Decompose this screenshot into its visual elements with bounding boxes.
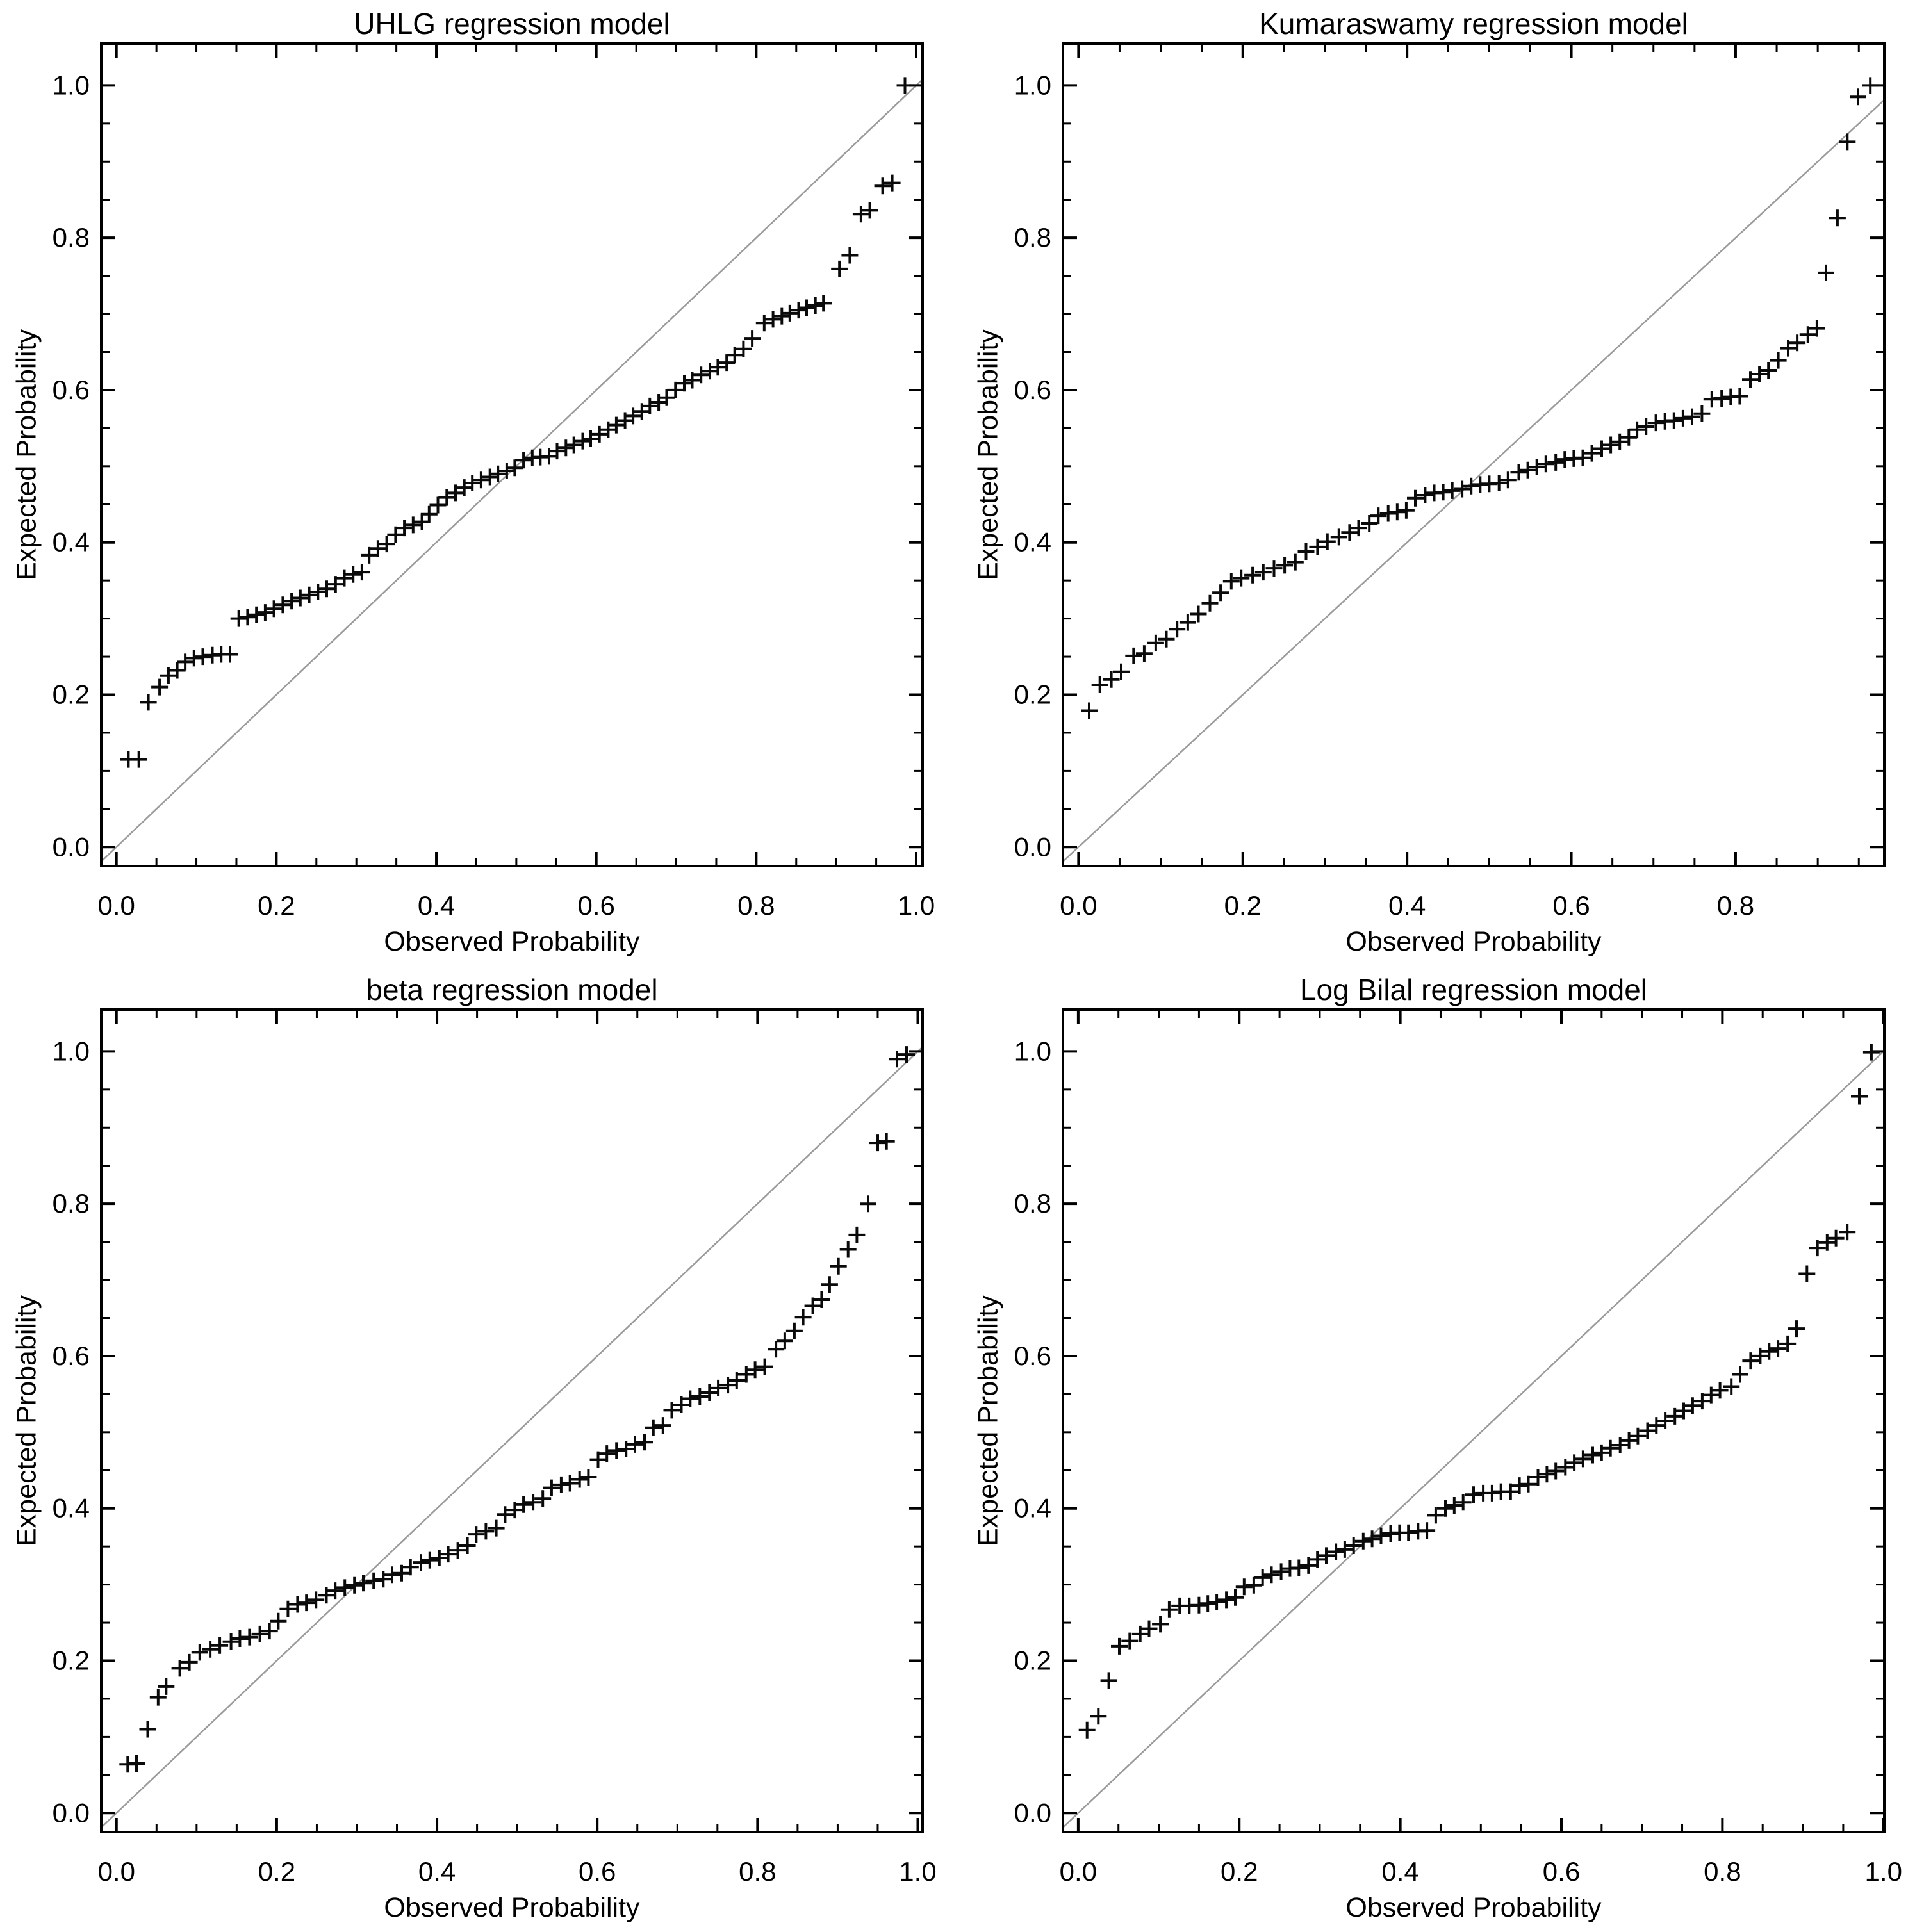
x-tick-label: 0.6 [579,1856,616,1887]
x-tick-label: 0.2 [1221,1856,1258,1887]
x-tick-label: 0.2 [1224,890,1262,921]
y-tick-label: 0.0 [1014,1797,1051,1828]
x-tick-label: 0.0 [98,1856,135,1887]
scatter-plus-markers [120,77,914,768]
plot-kumaraswamy: 0.0 0.2 0.4 0.6 0.8 0.0 0.2 0.4 0.6 0.8 1.0 Kumara… [962,0,1923,966]
y-axis-label: Expected Probability [973,1295,1004,1546]
x-tick-label: 0.4 [1381,1856,1418,1887]
y-tick-label: 0.0 [53,1797,90,1828]
scatter-plus-markers [1081,77,1879,719]
y-tick-label: 0.0 [1014,831,1051,862]
x-tick-label: 0.0 [1060,890,1097,921]
y-tick-label: 0.6 [53,375,90,405]
x-axis-label: Observed Probability [1345,1892,1602,1923]
y-tick-label: 1.0 [53,70,90,100]
x-tick-label: 0.6 [577,890,614,921]
scatter-plus-markers [1078,1044,1880,1739]
y-tick-label: 0.4 [53,527,90,557]
plot-canvas-kumaraswamy: 0.0 0.2 0.4 0.6 0.8 0.0 0.2 0.4 0.6 0.8 1.0 [1014,42,1886,921]
x-axis-label: Observed Probability [384,1892,640,1923]
y-tick-label: 0.2 [1014,1646,1051,1676]
x-tick-label: 1.0 [1865,1856,1902,1887]
plot-uhlg: 0.0 0.2 0.4 0.6 0.8 1.0 0.0 0.2 0.4 0.6 0.8 1.0 UHL… [0,0,962,966]
x-tick-label: 0.6 [1543,1856,1580,1887]
x-axis-label: Observed Probability [1345,926,1602,957]
x-tick-label: 0.4 [1388,890,1426,921]
x-axis-label: Observed Probability [384,926,640,957]
plot-title-kumaraswamy: Kumaraswamy regression model [1259,7,1688,40]
y-tick-label: 0.6 [1014,375,1051,405]
y-tick-label: 1.0 [1014,70,1051,100]
y-tick-label: 0.4 [1014,527,1051,557]
x-tick-label: 0.2 [258,890,295,921]
x-tick-label: 0.8 [1704,1856,1741,1887]
y-tick-label: 0.8 [53,222,90,252]
x-tick-label: 0.0 [1060,1856,1097,1887]
x-tick-label: 0.8 [739,1856,776,1887]
x-tick-label: 0.6 [1552,890,1590,921]
y-tick-label: 0.2 [53,680,90,710]
y-tick-label: 0.2 [53,1646,90,1676]
y-tick-label: 1.0 [1014,1036,1051,1066]
y-tick-label: 1.0 [53,1036,90,1066]
plot-beta: 0.0 0.2 0.4 0.6 0.8 1.0 0.0 0.2 0.4 0.6 0.8 1.0 bet… [0,966,962,1932]
x-tick-label: 0.4 [418,890,455,921]
plot-canvas-beta: 0.0 0.2 0.4 0.6 0.8 1.0 0.0 0.2 0.4 0.6 0.8 1.0 [53,1008,937,1887]
plot-title-uhlg: UHLG regression model [354,7,670,40]
y-axis-label: Expected Probability [973,329,1004,580]
x-tick-label: 1.0 [898,890,935,921]
x-tick-label: 0.0 [98,890,135,921]
x-tick-label: 1.0 [899,1856,936,1887]
scatter-plus-markers [119,1046,915,1773]
x-tick-label: 0.2 [258,1856,295,1887]
y-axis-label: Expected Probability [11,1295,42,1546]
y-axis-label: Expected Probability [11,329,42,580]
plot-title-beta: beta regression model [366,973,658,1006]
y-tick-label: 0.6 [53,1341,90,1371]
y-tick-label: 0.8 [1014,1188,1051,1218]
x-tick-label: 0.4 [418,1856,456,1887]
plot-title-log-bilal: Log Bilal regression model [1299,973,1648,1006]
y-tick-label: 0.4 [1014,1493,1051,1523]
y-tick-label: 0.2 [1014,680,1051,710]
y-tick-label: 0.4 [53,1493,90,1523]
plot-canvas-log-bilal: 0.0 0.2 0.4 0.6 0.8 1.0 0.0 0.2 0.4 0.6 0.8 1.0 [1014,1008,1902,1887]
y-tick-label: 0.8 [53,1188,90,1218]
y-tick-label: 0.0 [53,831,90,862]
x-tick-label: 0.8 [1717,890,1754,921]
y-tick-label: 0.6 [1014,1341,1051,1371]
y-tick-label: 0.8 [1014,222,1051,252]
plot-canvas-uhlg: 0.0 0.2 0.4 0.6 0.8 1.0 0.0 0.2 0.4 0.6 0.8 1.0 [53,42,935,921]
plot-log-bilal: 0.0 0.2 0.4 0.6 0.8 1.0 0.0 0.2 0.4 0.6 0.8 1.0 Log… [962,966,1923,1932]
x-tick-label: 0.8 [737,890,775,921]
